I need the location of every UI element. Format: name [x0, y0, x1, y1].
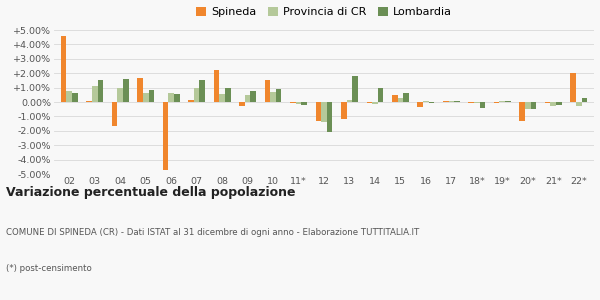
Bar	[499, 100, 505, 102]
Bar	[418, 102, 423, 107]
Bar	[270, 92, 276, 102]
Bar	[250, 91, 256, 102]
Bar	[276, 89, 281, 102]
Bar	[454, 101, 460, 102]
Text: COMUNE DI SPINEDA (CR) - Dati ISTAT al 31 dicembre di ogni anno - Elaborazione T: COMUNE DI SPINEDA (CR) - Dati ISTAT al 3…	[6, 228, 419, 237]
Bar	[220, 94, 225, 102]
Bar	[469, 102, 474, 103]
Bar	[296, 102, 301, 104]
Bar	[571, 73, 576, 102]
Bar	[290, 102, 296, 103]
Bar	[169, 93, 174, 102]
Bar	[392, 95, 398, 102]
Bar	[149, 90, 154, 102]
Bar	[98, 80, 103, 102]
Bar	[245, 95, 250, 102]
Bar	[576, 102, 581, 106]
Bar	[581, 98, 587, 102]
Bar	[327, 102, 332, 132]
Bar	[341, 102, 347, 119]
Bar	[474, 102, 479, 104]
Bar	[316, 102, 321, 122]
Bar	[494, 102, 499, 104]
Bar	[174, 94, 179, 102]
Bar	[86, 100, 92, 102]
Bar	[112, 102, 118, 127]
Bar	[423, 100, 428, 102]
Bar	[67, 91, 72, 102]
Bar	[367, 102, 372, 104]
Bar	[239, 102, 245, 106]
Bar	[520, 102, 525, 121]
Bar	[347, 100, 352, 102]
Bar	[92, 86, 98, 102]
Bar	[163, 102, 169, 170]
Bar	[321, 102, 327, 122]
Bar	[118, 88, 123, 102]
Text: Variazione percentuale della popolazione: Variazione percentuale della popolazione	[6, 186, 296, 199]
Bar	[403, 93, 409, 102]
Bar	[556, 102, 562, 105]
Bar	[214, 70, 220, 102]
Bar	[352, 76, 358, 102]
Bar	[137, 77, 143, 102]
Bar	[443, 100, 449, 102]
Bar	[301, 102, 307, 105]
Bar	[372, 102, 378, 104]
Bar	[265, 80, 270, 102]
Bar	[72, 93, 77, 102]
Bar	[449, 100, 454, 102]
Bar	[61, 36, 67, 102]
Text: (*) post-censimento: (*) post-censimento	[6, 264, 92, 273]
Bar	[225, 88, 230, 102]
Bar	[545, 102, 550, 103]
Bar	[188, 100, 194, 102]
Bar	[199, 80, 205, 102]
Bar	[398, 98, 403, 102]
Bar	[194, 88, 199, 102]
Bar	[143, 93, 149, 102]
Bar	[525, 102, 530, 109]
Bar	[479, 102, 485, 108]
Bar	[550, 102, 556, 106]
Bar	[123, 79, 128, 102]
Bar	[505, 100, 511, 102]
Bar	[530, 102, 536, 109]
Legend: Spineda, Provincia di CR, Lombardia: Spineda, Provincia di CR, Lombardia	[191, 2, 457, 22]
Bar	[378, 88, 383, 102]
Bar	[428, 102, 434, 104]
